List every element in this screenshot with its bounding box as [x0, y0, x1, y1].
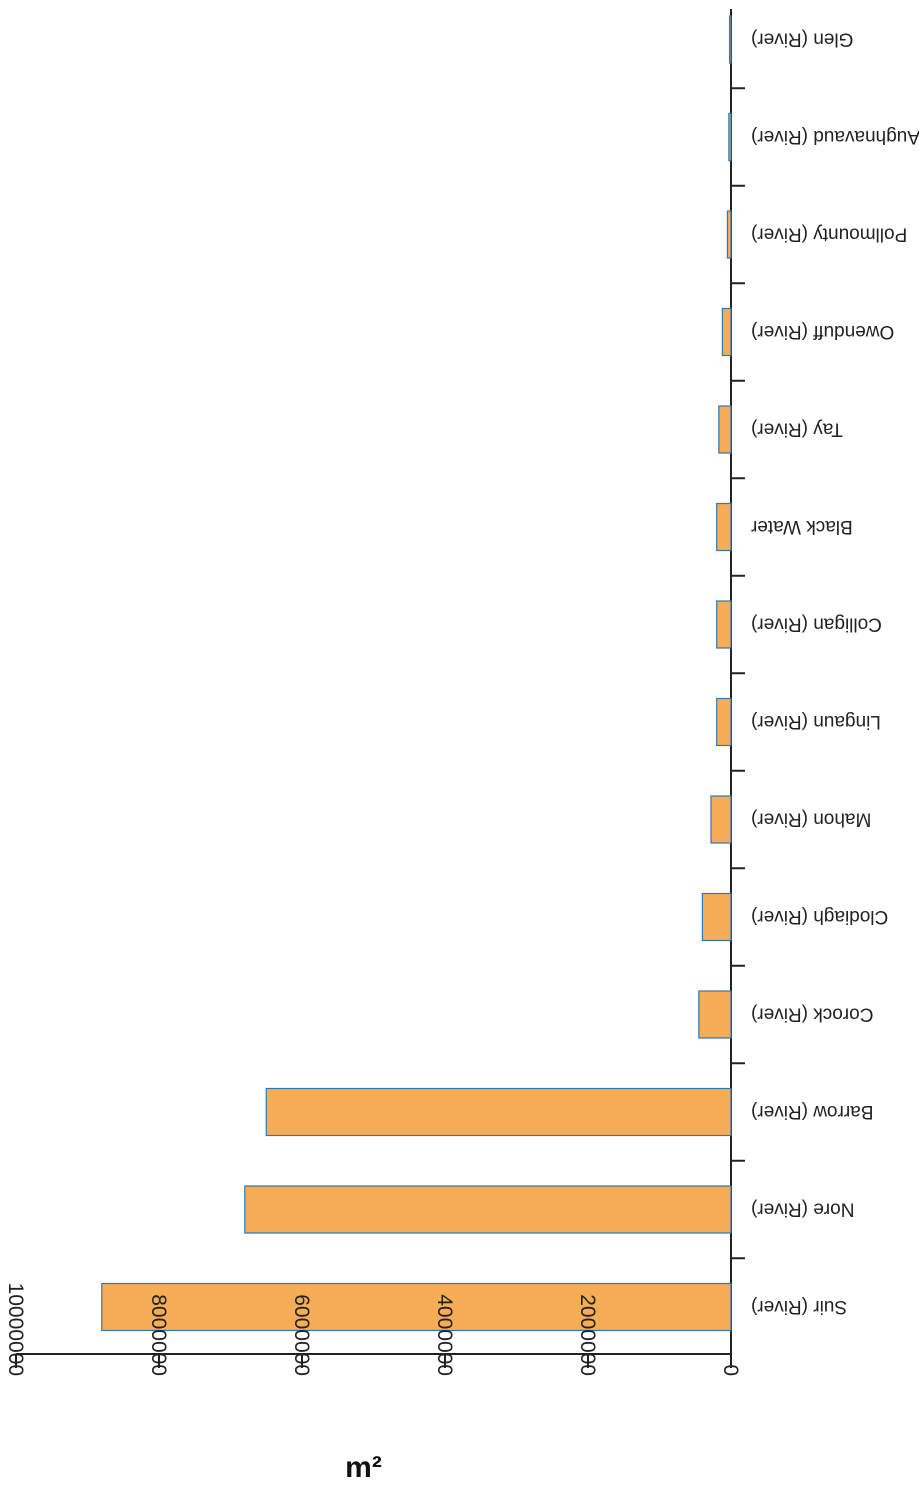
bar [718, 405, 732, 454]
value-tick-label: 4000000 [433, 1294, 456, 1376]
category-label: Black Water [750, 516, 852, 537]
bar [101, 1282, 732, 1332]
category-label: Owenduff (River) [751, 321, 894, 342]
value-tick-label: 0 [719, 1364, 742, 1376]
category-label: Pollmounty (River) [751, 224, 907, 245]
category-label: Barrow (River) [751, 1101, 873, 1122]
category-label: Lingaun (River) [751, 711, 881, 732]
bar [728, 112, 732, 162]
category-label: Glen (River) [751, 29, 853, 50]
bar [726, 210, 732, 259]
category-axis-ticks [731, 87, 745, 1260]
bar [716, 502, 732, 552]
category-label: Colligan (River) [751, 614, 882, 635]
bar [716, 600, 732, 649]
value-axis-ticks [15, 1354, 732, 1368]
value-tick-labels: 0 2000000 4000000 6000000 8000000 10000000 [4, 1283, 742, 1376]
category-label: Nore (River) [751, 1199, 854, 1220]
bar [244, 1185, 732, 1234]
bar [710, 795, 732, 844]
value-tick-label: 8000000 [147, 1294, 170, 1376]
bar [265, 1087, 732, 1137]
bar [701, 892, 732, 942]
value-tick-label: 6000000 [290, 1294, 313, 1376]
category-label: Suir (River) [751, 1296, 847, 1317]
category-label: Corock (River) [751, 1004, 873, 1025]
bar [698, 990, 732, 1039]
value-axis-title: m² [345, 1451, 382, 1484]
bar [728, 15, 732, 64]
category-label: Aughnavaud (River) [751, 126, 919, 147]
category-label: Mahon (River) [751, 809, 871, 830]
bar-series [101, 15, 732, 1332]
value-tick-label: 10000000 [4, 1283, 27, 1376]
category-label: Tay (River) [751, 419, 843, 440]
category-labels: Suir (River) Nore (River) Barrow (River) Co… [750, 29, 919, 1318]
value-tick-label: 2000000 [576, 1294, 599, 1376]
bar [721, 307, 732, 357]
bar [716, 697, 732, 747]
category-label: Clodiagh (River) [751, 906, 888, 927]
